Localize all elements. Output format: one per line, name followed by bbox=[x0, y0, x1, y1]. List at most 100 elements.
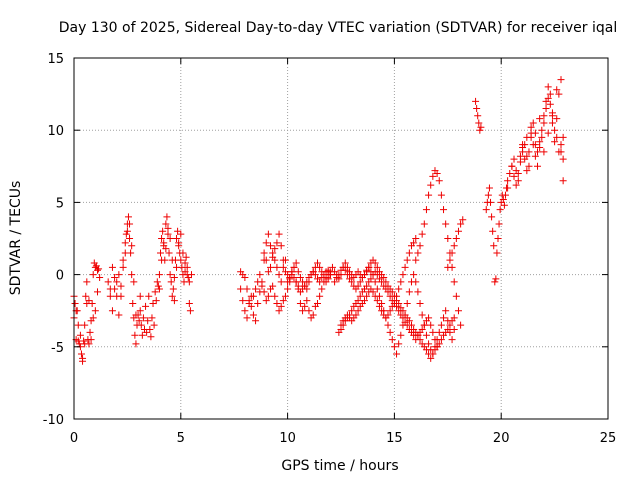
data-point bbox=[399, 271, 407, 279]
data-point bbox=[356, 292, 364, 300]
data-point bbox=[416, 242, 424, 250]
data-point bbox=[177, 256, 185, 264]
data-point bbox=[252, 317, 260, 325]
data-point bbox=[437, 191, 445, 199]
data-point bbox=[126, 235, 134, 242]
data-point bbox=[557, 76, 565, 84]
data-point bbox=[555, 90, 563, 98]
data-point bbox=[168, 292, 176, 300]
data-point bbox=[151, 288, 159, 296]
data-point bbox=[85, 297, 93, 305]
data-point bbox=[420, 321, 428, 329]
data-point bbox=[454, 307, 462, 315]
data-point bbox=[81, 340, 89, 348]
data-point bbox=[444, 235, 452, 242]
data-point bbox=[559, 177, 567, 185]
data-point bbox=[490, 242, 498, 250]
data-point bbox=[444, 263, 452, 271]
data-point bbox=[135, 317, 143, 325]
data-point bbox=[309, 311, 317, 319]
data-point bbox=[444, 325, 452, 333]
data-point bbox=[388, 288, 396, 296]
data-point bbox=[273, 263, 281, 271]
data-point bbox=[87, 336, 95, 344]
data-point bbox=[277, 278, 285, 286]
y-tick-label: 5 bbox=[56, 196, 64, 211]
data-point bbox=[142, 302, 150, 310]
data-point bbox=[412, 278, 420, 286]
y-tick-label: -5 bbox=[51, 341, 64, 356]
data-point bbox=[136, 307, 144, 315]
data-point bbox=[294, 268, 302, 276]
data-point bbox=[508, 162, 516, 170]
data-point bbox=[249, 292, 257, 300]
x-tick-label: 5 bbox=[177, 431, 185, 446]
data-point bbox=[130, 278, 138, 286]
data-point bbox=[186, 307, 194, 315]
data-point bbox=[275, 307, 283, 315]
data-point bbox=[241, 273, 249, 281]
data-point bbox=[544, 129, 552, 137]
data-point bbox=[422, 346, 430, 354]
data-point bbox=[164, 224, 172, 232]
data-point bbox=[249, 311, 257, 319]
data-point bbox=[429, 328, 437, 336]
data-point bbox=[450, 325, 458, 333]
data-point bbox=[536, 144, 544, 152]
data-point bbox=[354, 307, 362, 315]
data-point bbox=[457, 321, 465, 329]
plot-frame bbox=[73, 57, 609, 420]
data-point bbox=[121, 239, 129, 247]
x-tick-label: 15 bbox=[386, 431, 403, 446]
data-point bbox=[546, 90, 554, 98]
data-point bbox=[243, 314, 251, 322]
data-point bbox=[448, 336, 456, 344]
data-point bbox=[179, 249, 187, 257]
data-point bbox=[262, 239, 270, 247]
data-point bbox=[557, 148, 565, 156]
data-point bbox=[117, 282, 125, 290]
data-point bbox=[177, 230, 185, 238]
data-point bbox=[185, 278, 193, 286]
data-point bbox=[475, 119, 483, 127]
data-point bbox=[553, 86, 561, 94]
data-point bbox=[519, 144, 527, 152]
data-point bbox=[548, 109, 556, 117]
data-point bbox=[427, 354, 435, 362]
data-point bbox=[425, 191, 433, 199]
data-point bbox=[420, 220, 428, 228]
data-point bbox=[384, 321, 392, 329]
data-point bbox=[260, 288, 268, 296]
data-point bbox=[378, 307, 386, 315]
data-point bbox=[452, 235, 460, 242]
data-point bbox=[169, 285, 177, 293]
data-point bbox=[126, 220, 134, 228]
data-point bbox=[553, 115, 561, 123]
data-point bbox=[275, 230, 283, 238]
data-point bbox=[296, 273, 304, 281]
data-point bbox=[301, 302, 309, 310]
data-point bbox=[414, 288, 422, 296]
data-point bbox=[525, 162, 533, 170]
data-point bbox=[422, 206, 430, 214]
data-point bbox=[523, 133, 531, 141]
data-point bbox=[510, 155, 518, 163]
data-point bbox=[506, 170, 514, 178]
data-point bbox=[427, 321, 435, 329]
y-tick-label: 0 bbox=[56, 269, 64, 284]
data-point bbox=[544, 94, 552, 102]
data-point bbox=[328, 263, 336, 271]
data-point bbox=[148, 314, 156, 322]
y-tick-label: 10 bbox=[47, 124, 64, 139]
data-point bbox=[76, 331, 84, 339]
data-point bbox=[144, 317, 152, 325]
data-point bbox=[407, 321, 415, 329]
data-point bbox=[158, 256, 166, 264]
data-point bbox=[431, 336, 439, 344]
data-point bbox=[243, 285, 251, 293]
data-point bbox=[275, 271, 283, 279]
data-point bbox=[395, 285, 403, 293]
data-point bbox=[412, 235, 420, 242]
data-point bbox=[425, 314, 433, 322]
x-tick-label: 20 bbox=[493, 431, 510, 446]
